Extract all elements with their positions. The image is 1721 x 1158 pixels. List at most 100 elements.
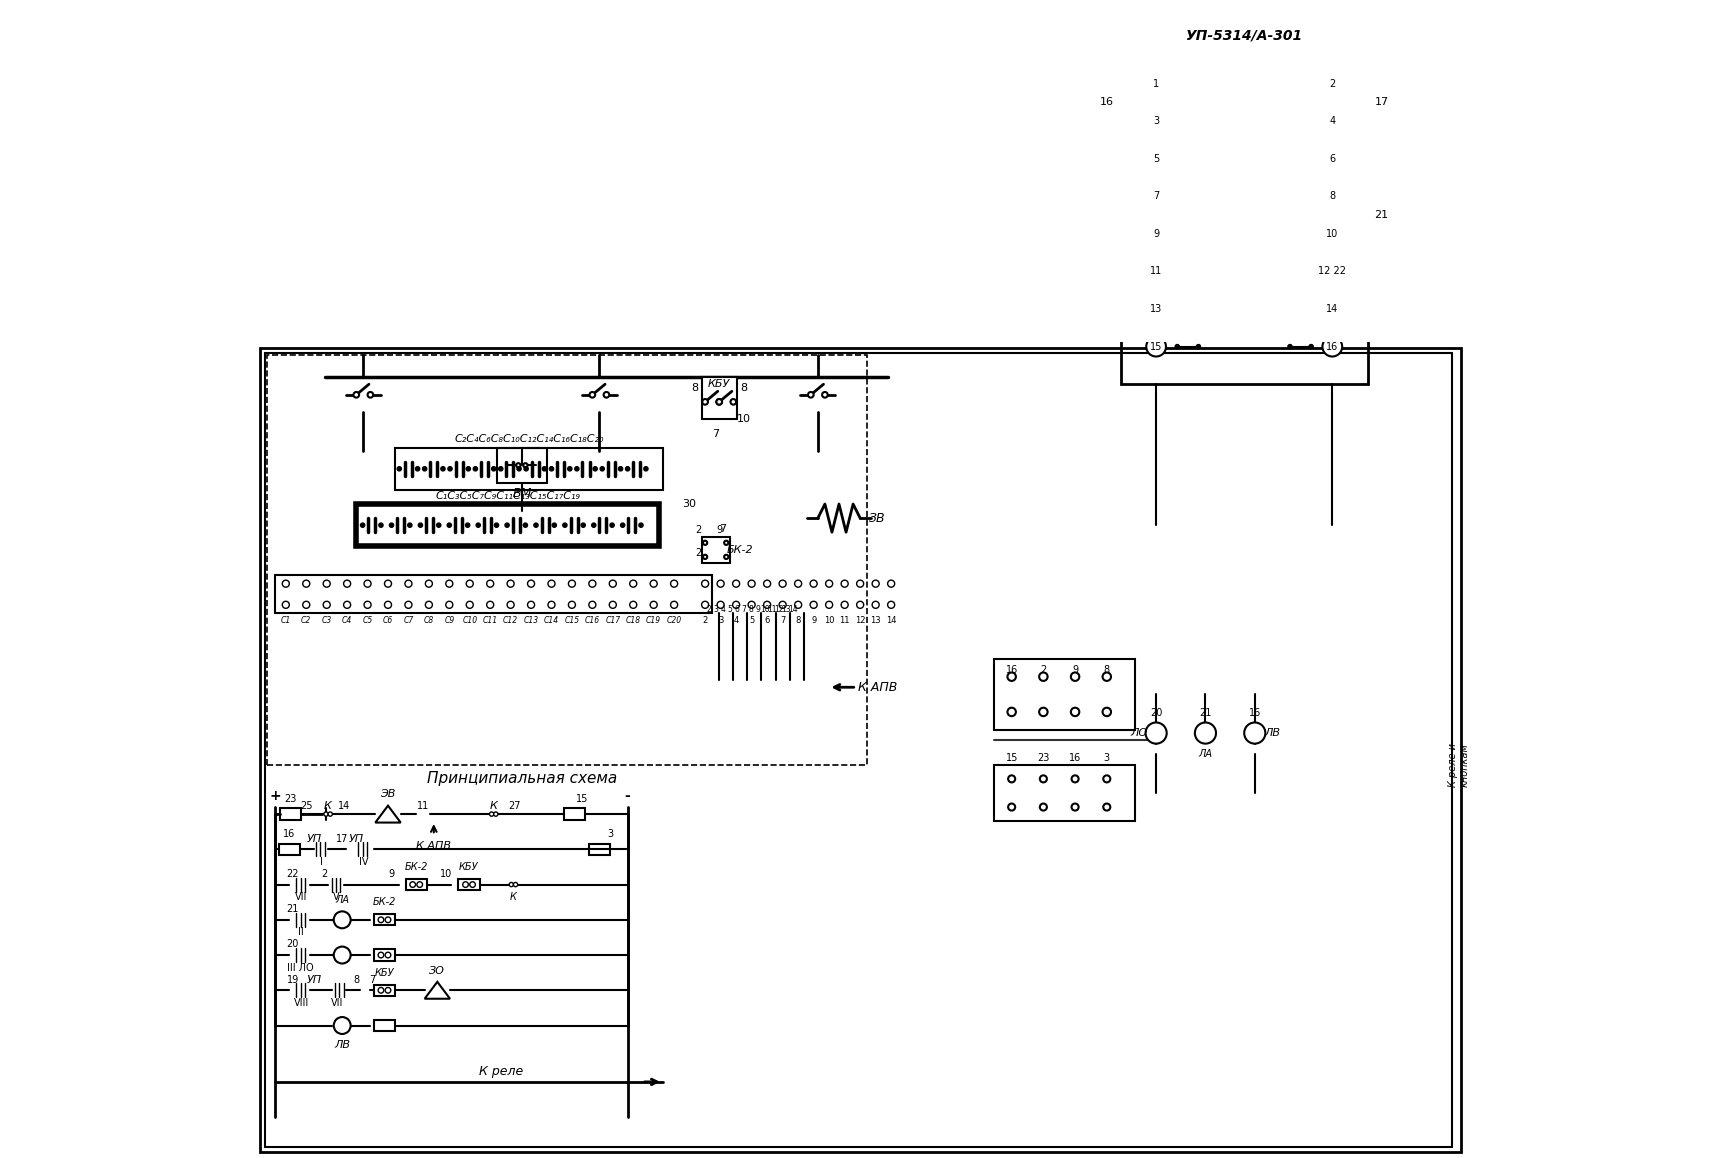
Text: C15: C15 xyxy=(564,616,580,625)
Circle shape xyxy=(826,580,833,587)
Text: 9: 9 xyxy=(756,606,761,614)
Circle shape xyxy=(609,601,616,608)
Circle shape xyxy=(718,601,725,608)
Circle shape xyxy=(523,523,528,527)
Circle shape xyxy=(334,911,351,929)
Circle shape xyxy=(353,393,360,397)
Text: 30: 30 xyxy=(683,499,697,510)
Circle shape xyxy=(842,580,848,587)
Circle shape xyxy=(601,467,604,471)
Bar xyxy=(995,659,1134,730)
Circle shape xyxy=(1310,81,1313,86)
Bar xyxy=(497,448,547,483)
Circle shape xyxy=(542,467,547,471)
Text: 4: 4 xyxy=(733,616,738,625)
Bar xyxy=(356,504,659,547)
Circle shape xyxy=(702,601,709,608)
Text: 9: 9 xyxy=(811,616,816,625)
Circle shape xyxy=(730,400,737,404)
Text: К реле и
кнопкам: К реле и кнопкам xyxy=(1449,742,1470,786)
Text: 11: 11 xyxy=(768,606,776,614)
Circle shape xyxy=(446,580,453,587)
Circle shape xyxy=(1322,186,1342,206)
Circle shape xyxy=(516,463,520,468)
Text: Принципиальная схема: Принципиальная схема xyxy=(427,771,618,786)
Circle shape xyxy=(1322,149,1342,169)
Bar xyxy=(275,574,712,614)
Circle shape xyxy=(1146,186,1167,206)
Circle shape xyxy=(1146,337,1167,357)
Circle shape xyxy=(508,580,515,587)
Circle shape xyxy=(470,881,475,887)
Circle shape xyxy=(1175,345,1179,349)
Text: 16: 16 xyxy=(1069,753,1081,763)
Circle shape xyxy=(733,580,740,587)
Text: C1: C1 xyxy=(281,616,291,625)
Circle shape xyxy=(1103,708,1112,716)
Text: КБУ: КБУ xyxy=(460,862,478,872)
Text: БК-2: БК-2 xyxy=(726,544,754,555)
Circle shape xyxy=(1039,708,1048,716)
Circle shape xyxy=(1322,337,1342,357)
Text: 8: 8 xyxy=(740,383,747,393)
Circle shape xyxy=(621,523,625,527)
Circle shape xyxy=(384,601,391,608)
Text: 3: 3 xyxy=(1153,116,1160,126)
Text: C11: C11 xyxy=(482,616,497,625)
Text: 3: 3 xyxy=(712,606,718,614)
Circle shape xyxy=(494,523,499,527)
Text: +: + xyxy=(270,790,281,804)
Circle shape xyxy=(1196,195,1201,198)
Circle shape xyxy=(1009,804,1015,811)
Text: 16: 16 xyxy=(1249,709,1261,718)
Circle shape xyxy=(1196,81,1201,86)
Circle shape xyxy=(651,580,657,587)
Bar xyxy=(1120,46,1368,384)
Circle shape xyxy=(344,601,351,608)
Text: 12 22: 12 22 xyxy=(1318,266,1346,277)
Circle shape xyxy=(1287,307,1292,312)
Circle shape xyxy=(365,601,372,608)
Text: 2: 2 xyxy=(702,616,707,625)
Circle shape xyxy=(329,812,332,816)
Circle shape xyxy=(334,1017,351,1034)
Circle shape xyxy=(1175,307,1179,312)
Circle shape xyxy=(1194,723,1217,743)
Text: К: К xyxy=(490,800,497,811)
Circle shape xyxy=(489,812,494,816)
Circle shape xyxy=(334,946,351,963)
Text: C9: C9 xyxy=(444,616,454,625)
Circle shape xyxy=(1310,270,1313,273)
Circle shape xyxy=(609,580,616,587)
Text: C17: C17 xyxy=(606,616,620,625)
Text: 2: 2 xyxy=(1329,79,1335,88)
Circle shape xyxy=(795,580,802,587)
Bar xyxy=(279,844,299,855)
Circle shape xyxy=(873,580,879,587)
Text: 10: 10 xyxy=(761,606,769,614)
Circle shape xyxy=(749,601,756,608)
Circle shape xyxy=(609,523,614,527)
Circle shape xyxy=(764,601,771,608)
Circle shape xyxy=(499,467,503,471)
Circle shape xyxy=(386,952,391,958)
Text: 11: 11 xyxy=(1150,266,1162,277)
Circle shape xyxy=(523,467,528,471)
Circle shape xyxy=(368,393,373,397)
Circle shape xyxy=(1322,74,1342,94)
Text: 8: 8 xyxy=(1103,665,1110,675)
Circle shape xyxy=(764,580,771,587)
Circle shape xyxy=(604,393,609,397)
Text: C₁C₃C₅C₇C₉C₁₁C₁₃C₁₅C₁₇C₁₉: C₁C₃C₅C₇C₉C₁₁C₁₃C₁₅C₁₇C₁₉ xyxy=(435,491,580,500)
Circle shape xyxy=(1310,119,1313,123)
Circle shape xyxy=(625,467,630,471)
Circle shape xyxy=(1146,723,1167,743)
Circle shape xyxy=(857,580,864,587)
Text: VII: VII xyxy=(294,893,308,902)
Text: 21: 21 xyxy=(1200,709,1212,718)
Bar xyxy=(373,914,396,925)
Circle shape xyxy=(644,467,649,471)
Circle shape xyxy=(324,601,330,608)
Text: 17: 17 xyxy=(1375,97,1389,108)
Text: УП: УП xyxy=(349,834,363,844)
